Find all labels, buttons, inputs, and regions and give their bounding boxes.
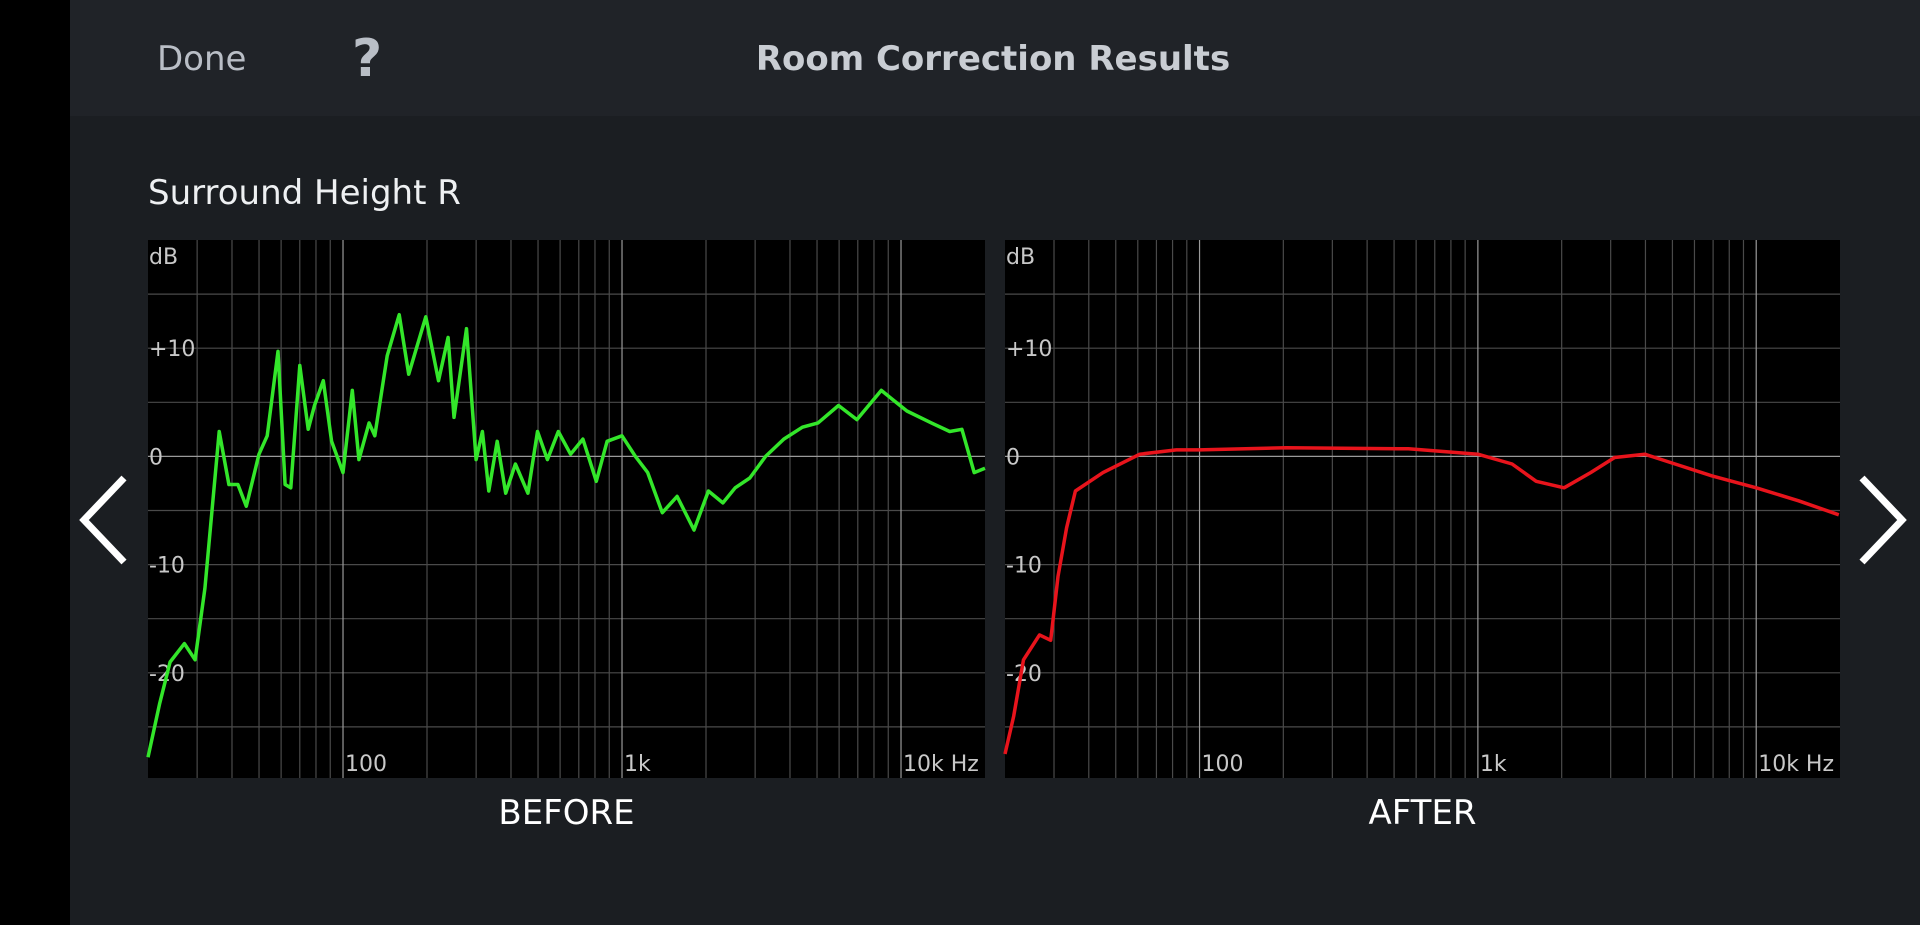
- page-title: Room Correction Results: [755, 39, 1231, 79]
- channel-name: Surround Height R: [148, 173, 461, 213]
- x-tick-label: 100: [345, 752, 387, 777]
- arrow-icon: [1859, 475, 1907, 565]
- x-tick-label: 10k Hz: [903, 752, 979, 777]
- sidebar: [0, 0, 70, 925]
- y-tick-label: +10: [149, 337, 195, 362]
- x-tick-label: 1k: [624, 752, 651, 777]
- plot-bottom: [1005, 778, 1840, 781]
- response-line: [146, 312, 986, 758]
- y-tick-label: 0: [1006, 445, 1020, 470]
- next-arrow[interactable]: [1852, 470, 1912, 570]
- chart-title: BEFORE: [498, 793, 634, 833]
- chart-title: AFTER: [1368, 793, 1476, 833]
- header-bar: [70, 0, 1920, 116]
- help-button[interactable]: ?: [352, 29, 383, 89]
- y-tick-label: -10: [1006, 554, 1042, 579]
- plot-bottom: [148, 778, 985, 781]
- y-tick-label: 0: [149, 445, 163, 470]
- x-tick-label: 10k Hz: [1758, 752, 1834, 777]
- y-tick-label: -10: [149, 554, 185, 579]
- y-axis-label: dB: [149, 245, 178, 270]
- done-button[interactable]: Done: [157, 39, 247, 79]
- previous-arrow[interactable]: [74, 470, 134, 570]
- x-tick-label: 1k: [1480, 752, 1507, 777]
- arrow-icon: [79, 475, 127, 565]
- x-tick-label: 100: [1202, 752, 1244, 777]
- y-tick-label: +10: [1006, 337, 1052, 362]
- response-line: [1003, 445, 1840, 755]
- y-axis-label: dB: [1006, 245, 1035, 270]
